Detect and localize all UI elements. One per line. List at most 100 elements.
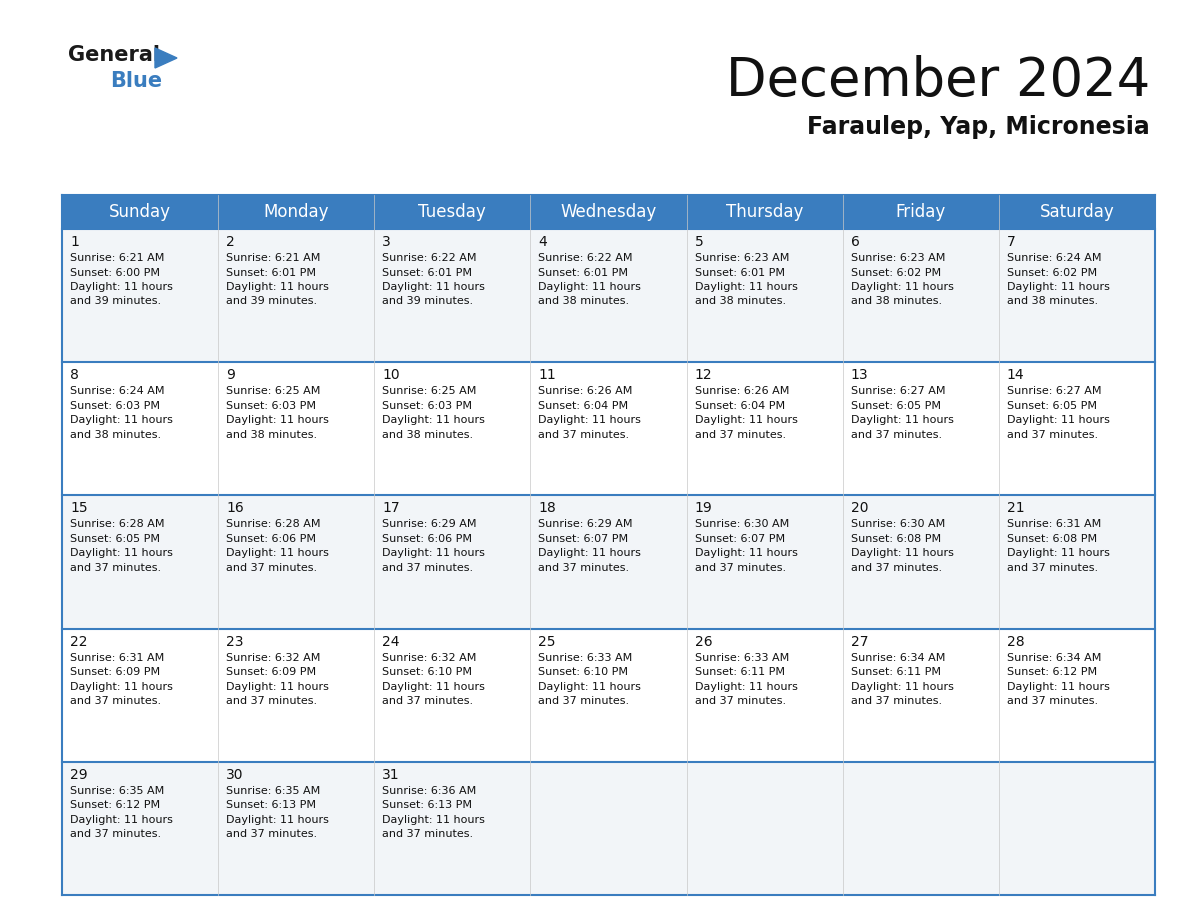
Text: Sunset: 6:05 PM: Sunset: 6:05 PM <box>1007 400 1097 410</box>
Text: Sunrise: 6:34 AM: Sunrise: 6:34 AM <box>1007 653 1101 663</box>
Text: Sunset: 6:09 PM: Sunset: 6:09 PM <box>70 667 160 677</box>
Text: Sunrise: 6:21 AM: Sunrise: 6:21 AM <box>70 253 164 263</box>
Text: and 38 minutes.: and 38 minutes. <box>383 430 473 440</box>
Text: Sunset: 6:03 PM: Sunset: 6:03 PM <box>383 400 473 410</box>
Text: and 38 minutes.: and 38 minutes. <box>70 430 162 440</box>
Text: 12: 12 <box>695 368 712 382</box>
Text: Sunrise: 6:33 AM: Sunrise: 6:33 AM <box>695 653 789 663</box>
Text: 30: 30 <box>226 767 244 782</box>
FancyBboxPatch shape <box>62 762 1155 895</box>
Text: Daylight: 11 hours: Daylight: 11 hours <box>851 282 954 292</box>
Text: and 37 minutes.: and 37 minutes. <box>70 563 162 573</box>
FancyBboxPatch shape <box>62 195 1155 229</box>
Text: and 37 minutes.: and 37 minutes. <box>538 430 630 440</box>
Text: and 38 minutes.: and 38 minutes. <box>226 430 317 440</box>
Text: 25: 25 <box>538 634 556 649</box>
Text: Sunset: 6:01 PM: Sunset: 6:01 PM <box>383 267 473 277</box>
Text: Daylight: 11 hours: Daylight: 11 hours <box>538 548 642 558</box>
Text: Daylight: 11 hours: Daylight: 11 hours <box>383 282 485 292</box>
Text: Sunrise: 6:31 AM: Sunrise: 6:31 AM <box>1007 520 1101 530</box>
Text: and 37 minutes.: and 37 minutes. <box>383 829 473 839</box>
Text: Sunset: 6:06 PM: Sunset: 6:06 PM <box>383 534 473 543</box>
Text: and 37 minutes.: and 37 minutes. <box>383 696 473 706</box>
Text: Sunset: 6:09 PM: Sunset: 6:09 PM <box>226 667 316 677</box>
Text: and 37 minutes.: and 37 minutes. <box>1007 430 1098 440</box>
Text: Daylight: 11 hours: Daylight: 11 hours <box>383 815 485 824</box>
Text: Daylight: 11 hours: Daylight: 11 hours <box>1007 681 1110 691</box>
Text: and 37 minutes.: and 37 minutes. <box>226 563 317 573</box>
Text: 4: 4 <box>538 235 548 249</box>
Text: Daylight: 11 hours: Daylight: 11 hours <box>1007 282 1110 292</box>
Text: December 2024: December 2024 <box>726 55 1150 107</box>
Text: and 38 minutes.: and 38 minutes. <box>695 297 785 307</box>
Text: Sunrise: 6:22 AM: Sunrise: 6:22 AM <box>538 253 633 263</box>
Text: Thursday: Thursday <box>726 203 803 221</box>
Text: Daylight: 11 hours: Daylight: 11 hours <box>226 681 329 691</box>
Text: Sunset: 6:05 PM: Sunset: 6:05 PM <box>851 400 941 410</box>
Text: Daylight: 11 hours: Daylight: 11 hours <box>383 415 485 425</box>
Text: Saturday: Saturday <box>1040 203 1114 221</box>
Text: Sunrise: 6:27 AM: Sunrise: 6:27 AM <box>1007 386 1101 397</box>
Text: Sunrise: 6:29 AM: Sunrise: 6:29 AM <box>538 520 633 530</box>
Text: Sunrise: 6:35 AM: Sunrise: 6:35 AM <box>226 786 321 796</box>
Text: Sunrise: 6:25 AM: Sunrise: 6:25 AM <box>383 386 476 397</box>
Text: 13: 13 <box>851 368 868 382</box>
Text: Sunrise: 6:28 AM: Sunrise: 6:28 AM <box>70 520 164 530</box>
Text: Friday: Friday <box>896 203 946 221</box>
Text: Sunset: 6:06 PM: Sunset: 6:06 PM <box>226 534 316 543</box>
Text: Sunrise: 6:22 AM: Sunrise: 6:22 AM <box>383 253 476 263</box>
Text: and 37 minutes.: and 37 minutes. <box>1007 696 1098 706</box>
Text: Sunset: 6:07 PM: Sunset: 6:07 PM <box>538 534 628 543</box>
Text: and 37 minutes.: and 37 minutes. <box>851 563 942 573</box>
Text: and 37 minutes.: and 37 minutes. <box>695 430 785 440</box>
Text: Sunset: 6:13 PM: Sunset: 6:13 PM <box>383 800 473 811</box>
Text: 20: 20 <box>851 501 868 515</box>
Text: Sunrise: 6:26 AM: Sunrise: 6:26 AM <box>538 386 633 397</box>
Text: 19: 19 <box>695 501 713 515</box>
Text: Daylight: 11 hours: Daylight: 11 hours <box>695 415 797 425</box>
Text: and 37 minutes.: and 37 minutes. <box>538 696 630 706</box>
Text: Daylight: 11 hours: Daylight: 11 hours <box>538 415 642 425</box>
Text: Daylight: 11 hours: Daylight: 11 hours <box>1007 415 1110 425</box>
Text: 29: 29 <box>70 767 88 782</box>
Polygon shape <box>154 48 177 68</box>
FancyBboxPatch shape <box>62 629 1155 762</box>
Text: Monday: Monday <box>264 203 329 221</box>
Text: 6: 6 <box>851 235 860 249</box>
Text: Daylight: 11 hours: Daylight: 11 hours <box>383 681 485 691</box>
Text: Sunrise: 6:36 AM: Sunrise: 6:36 AM <box>383 786 476 796</box>
Text: Daylight: 11 hours: Daylight: 11 hours <box>851 681 954 691</box>
Text: Sunset: 6:08 PM: Sunset: 6:08 PM <box>851 534 941 543</box>
Text: 18: 18 <box>538 501 556 515</box>
Text: Sunday: Sunday <box>109 203 171 221</box>
Text: 17: 17 <box>383 501 400 515</box>
Text: 22: 22 <box>70 634 88 649</box>
Text: and 39 minutes.: and 39 minutes. <box>70 297 162 307</box>
Text: Sunrise: 6:26 AM: Sunrise: 6:26 AM <box>695 386 789 397</box>
Text: Sunrise: 6:28 AM: Sunrise: 6:28 AM <box>226 520 321 530</box>
Text: and 37 minutes.: and 37 minutes. <box>226 829 317 839</box>
Text: Sunrise: 6:24 AM: Sunrise: 6:24 AM <box>70 386 164 397</box>
Text: 31: 31 <box>383 767 400 782</box>
Text: and 37 minutes.: and 37 minutes. <box>851 696 942 706</box>
Text: 7: 7 <box>1007 235 1016 249</box>
Text: Sunset: 6:07 PM: Sunset: 6:07 PM <box>695 534 785 543</box>
Text: Daylight: 11 hours: Daylight: 11 hours <box>695 681 797 691</box>
Text: 5: 5 <box>695 235 703 249</box>
Text: Sunset: 6:12 PM: Sunset: 6:12 PM <box>1007 667 1097 677</box>
Text: Sunrise: 6:30 AM: Sunrise: 6:30 AM <box>695 520 789 530</box>
FancyBboxPatch shape <box>62 363 1155 496</box>
Text: Sunrise: 6:24 AM: Sunrise: 6:24 AM <box>1007 253 1101 263</box>
Text: Sunset: 6:04 PM: Sunset: 6:04 PM <box>538 400 628 410</box>
Text: Sunset: 6:01 PM: Sunset: 6:01 PM <box>538 267 628 277</box>
Text: Sunset: 6:03 PM: Sunset: 6:03 PM <box>226 400 316 410</box>
Text: and 37 minutes.: and 37 minutes. <box>695 696 785 706</box>
Text: Daylight: 11 hours: Daylight: 11 hours <box>383 548 485 558</box>
Text: 3: 3 <box>383 235 391 249</box>
Text: and 37 minutes.: and 37 minutes. <box>70 829 162 839</box>
Text: Sunset: 6:13 PM: Sunset: 6:13 PM <box>226 800 316 811</box>
Text: and 38 minutes.: and 38 minutes. <box>1007 297 1098 307</box>
Text: General: General <box>68 45 160 65</box>
Text: 23: 23 <box>226 634 244 649</box>
Text: 9: 9 <box>226 368 235 382</box>
